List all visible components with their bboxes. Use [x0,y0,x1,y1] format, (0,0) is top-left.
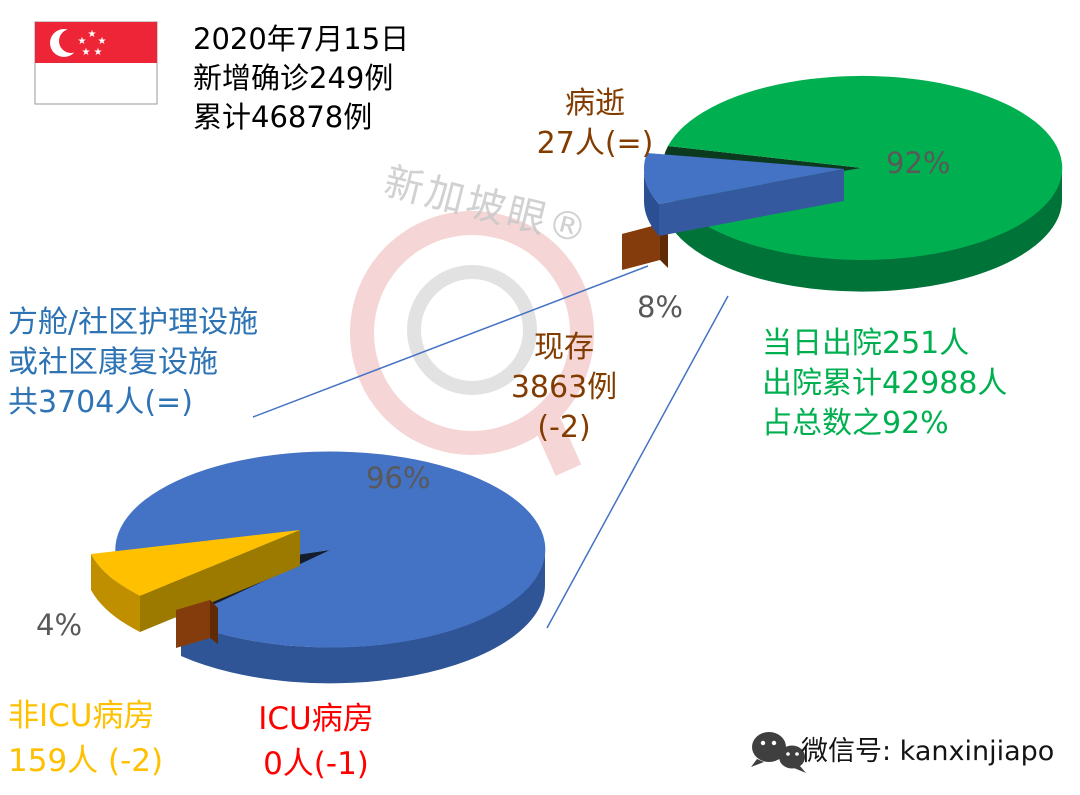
label-deaths-title: 病逝 [565,86,625,121]
svg-text:★: ★ [82,47,91,58]
label-non-icu: 非ICU病房 159人 (-2) [8,694,163,784]
pie2-community-slice [115,451,546,648]
svg-text:★: ★ [98,36,107,47]
connector-line-upper [252,265,649,418]
pie1-active-slice-wall [643,169,659,236]
label-discharged-line3: 占总数之92% [762,406,949,441]
label-active-cases: 现存 3863例 (-2) [494,328,634,448]
label-icu: ICU病房 0人(-1) [228,697,404,787]
label-deaths-value: 27人(=) [536,126,654,161]
pie-active-breakdown [91,451,546,684]
pie1-recovered-slice-wall [674,168,1062,292]
pie2-minor-percent-label: 4% [36,608,83,642]
pie2-major-percent-label: 96% [366,461,431,495]
wechat-icon [751,732,806,773]
pie2-icu-slice [176,600,218,648]
header-new-cases: 新增确诊249例 [193,61,394,95]
singapore-flag-icon: ★ ★ ★ ★ ★ [34,21,158,105]
label-community-line3: 共3704人(=) [8,385,193,420]
header-stats: 2020年7月15日 新增确诊249例 累计46878例 [193,20,409,137]
pie2-nonicu-slice-cut-face [140,530,300,632]
label-icu-title: ICU病房 [258,701,374,737]
watermark-logo [350,211,594,476]
connector-line-lower [546,295,729,629]
pie2-nonicu-slice [91,530,300,632]
label-discharged-line1: 当日出院251人 [762,326,970,361]
svg-text:★: ★ [94,47,103,58]
header-total-cases: 累计46878例 [193,100,373,134]
pie2-nonicu-slice-top [91,530,300,596]
watermark-outer-ring [350,211,594,455]
flag-stars: ★ ★ ★ ★ ★ [78,29,107,58]
label-active-change: (-2) [537,410,591,445]
label-deaths: 病逝 27人(=) [500,84,690,164]
pie1-minor-percent-label: 8% [636,290,683,324]
pie1-active-slice [643,153,844,236]
label-community-line1: 方舱/社区护理设施 [8,305,259,340]
label-non-icu-value: 159人 (-2) [8,743,164,779]
header-date: 2020年7月15日 [193,22,410,56]
watermark-inner-ring [407,265,537,395]
label-active-title: 现存 [534,330,594,365]
pie1-active-slice-cut-face [659,169,844,236]
pie2-community-slice-wall [181,550,545,684]
label-community-line2: 或社区康复设施 [8,345,218,380]
label-non-icu-title: 非ICU病房 [8,698,155,734]
svg-text:★: ★ [88,29,97,40]
svg-text:★: ★ [78,36,87,47]
label-discharged-line2: 出院累计42988人 [762,366,1008,401]
label-icu-value: 0人(-1) [263,746,369,782]
watermark-handle [528,404,582,476]
pie1-active-slice-top [643,153,844,204]
label-community-facilities: 方舱/社区护理设施 或社区康复设施 共3704人(=) [8,303,258,423]
pie1-major-percent-label: 92% [886,146,951,180]
wechat-handle: 微信号: kanxinjiapo [801,736,1055,767]
label-active-value: 3863例 [510,370,618,405]
pie2-nonicu-slice-wall [91,554,140,632]
label-discharged: 当日出院251人 出院累计42988人 占总数之92% [762,324,1007,444]
pie-overall-cases [622,75,1063,292]
